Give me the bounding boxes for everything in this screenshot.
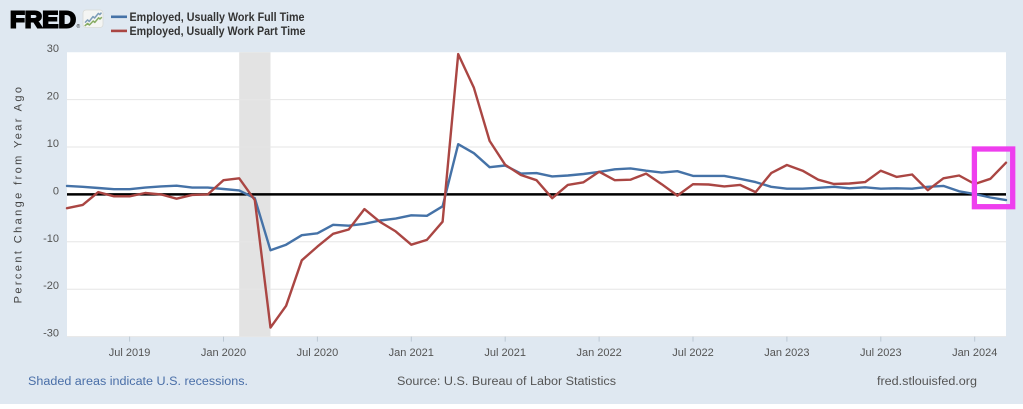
svg-text:Jul 2023: Jul 2023 [860, 347, 902, 359]
svg-text:Jan 2024: Jan 2024 [952, 347, 997, 359]
svg-text:-30: -30 [43, 328, 59, 340]
svg-text:Jan 2021: Jan 2021 [389, 347, 434, 359]
svg-text:Jan 2020: Jan 2020 [201, 347, 246, 359]
svg-text:FRED: FRED [10, 7, 76, 33]
svg-text:Jul 2022: Jul 2022 [672, 347, 714, 359]
svg-text:10: 10 [47, 138, 59, 150]
svg-text:0: 0 [53, 185, 59, 197]
svg-text:Employed, Usually Work Full Ti: Employed, Usually Work Full Time [130, 10, 305, 24]
svg-text:Jul 2020: Jul 2020 [297, 347, 339, 359]
svg-text:Jan 2023: Jan 2023 [764, 347, 809, 359]
svg-text:Jul 2019: Jul 2019 [109, 347, 151, 359]
svg-text:Shaded areas indicate U.S. rec: Shaded areas indicate U.S. recessions. [28, 376, 248, 388]
svg-text:-10: -10 [43, 233, 59, 245]
svg-text:-20: -20 [43, 280, 59, 292]
svg-text:fred.stlouisfed.org: fred.stlouisfed.org [877, 376, 977, 388]
svg-text:30: 30 [47, 43, 59, 55]
svg-text:Employed, Usually Work Part Ti: Employed, Usually Work Part Time [130, 24, 306, 38]
svg-text:Source: U.S. Bureau of Labor S: Source: U.S. Bureau of Labor Statistics [397, 376, 616, 388]
svg-text:Jul 2021: Jul 2021 [484, 347, 526, 359]
svg-text:Percent Change from Year Ago: Percent Change from Year Ago [13, 85, 25, 304]
svg-text:Jan 2022: Jan 2022 [576, 347, 621, 359]
svg-text:20: 20 [47, 91, 59, 103]
svg-text:®: ® [77, 23, 81, 30]
